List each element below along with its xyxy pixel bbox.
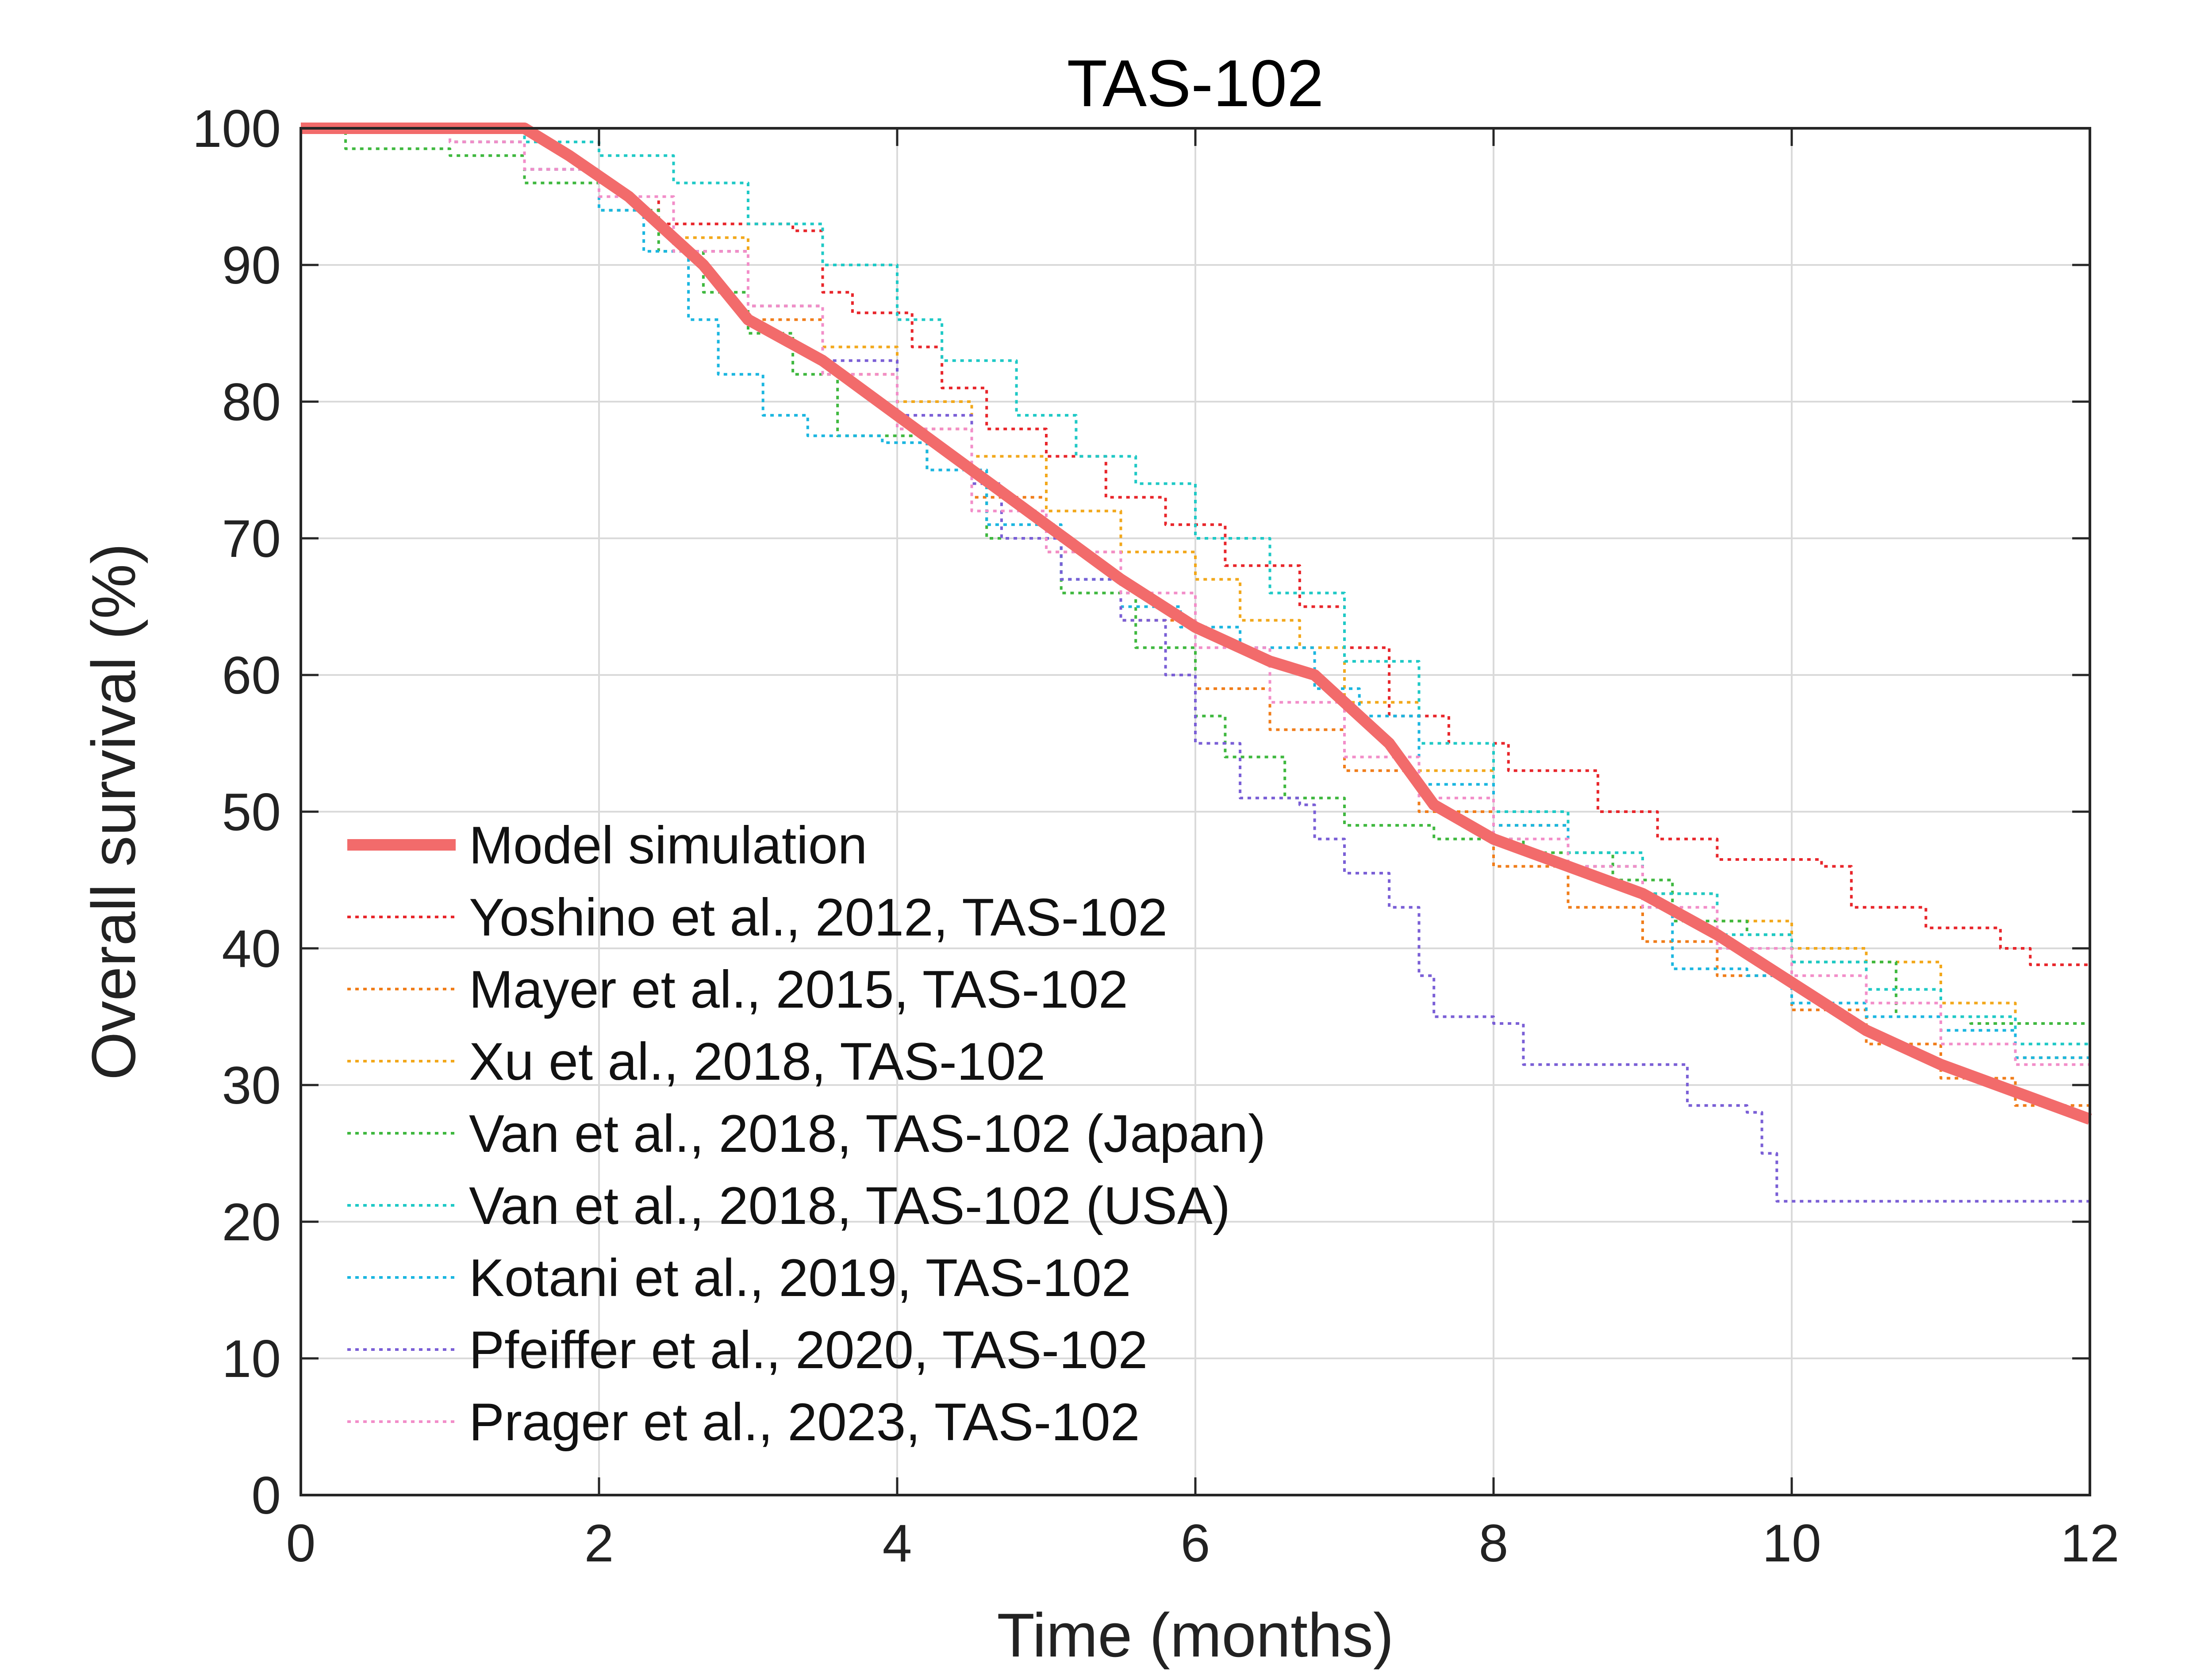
series-line-van-et-al-2018-tas-102-usa xyxy=(301,127,2091,1072)
legend-label: Van et al., 2018, TAS-102 (USA) xyxy=(469,1176,1230,1235)
y-tick-label: 90 xyxy=(222,236,281,295)
y-tick-label: 30 xyxy=(222,1056,281,1115)
x-tick-label: 6 xyxy=(1181,1514,1210,1573)
y-tick-label: 100 xyxy=(192,99,281,158)
series-line-yoshino-et-al-2012-tas-102 xyxy=(301,127,2091,989)
x-tick-label: 0 xyxy=(286,1514,316,1573)
legend-label: Van et al., 2018, TAS-102 (Japan) xyxy=(469,1104,1266,1163)
y-tick-label: 20 xyxy=(222,1193,281,1252)
series-line-pfeiffer-et-al-2020-tas-102 xyxy=(301,127,2090,1203)
series-layer xyxy=(301,123,2092,1203)
x-axis-label: Time (months) xyxy=(997,1600,1394,1670)
y-axis-label: Overall survival (%) xyxy=(79,543,148,1080)
y-tick-label: 80 xyxy=(222,372,281,432)
ticks: 0 2 4 6 8 10 12 0 10 20 30 40 50 60 70 80 90 100 xyxy=(192,99,2120,1573)
legend-label: Yoshino et al., 2012, TAS-102 xyxy=(469,888,1167,947)
x-tick-label: 2 xyxy=(584,1514,614,1573)
x-tick-label: 8 xyxy=(1479,1514,1509,1573)
x-tick-label: 10 xyxy=(1762,1514,1821,1573)
y-tick-label: 40 xyxy=(222,919,281,978)
plot-area: 0 2 4 6 8 10 12 0 10 20 30 40 50 60 70 80 90 100 xyxy=(192,99,2120,1573)
x-tick-label: 4 xyxy=(883,1514,912,1573)
legend-label: Prager et al., 2023, TAS-102 xyxy=(469,1392,1140,1452)
y-tick-label: 70 xyxy=(222,509,281,568)
legend-label: Pfeiffer et al., 2020, TAS-102 xyxy=(469,1320,1148,1380)
series-line-model-simulation xyxy=(301,123,2092,1125)
y-tick-label: 50 xyxy=(222,782,281,842)
y-tick-label: 60 xyxy=(222,646,281,705)
legend-label: Xu et al., 2018, TAS-102 xyxy=(469,1032,1045,1091)
legend-label: Kotani et al., 2019, TAS-102 xyxy=(469,1248,1131,1308)
legend: Model simulation Yoshino et al., 2012, TA… xyxy=(347,816,1266,1452)
y-tick-label: 10 xyxy=(222,1329,281,1388)
series-line-kotani-et-al-2019-tas-102 xyxy=(301,127,2091,1072)
y-tick-label: 0 xyxy=(251,1466,281,1525)
chart-title: TAS-102 xyxy=(1067,46,1324,120)
legend-label: Model simulation xyxy=(469,816,867,875)
x-tick-label: 12 xyxy=(2060,1514,2119,1573)
legend-label: Mayer et al., 2015, TAS-102 xyxy=(469,960,1128,1019)
